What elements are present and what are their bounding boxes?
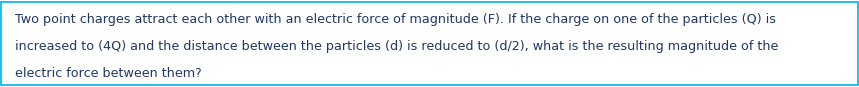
Text: Two point charges attract each other with an electric force of magnitude (F). If: Two point charges attract each other wit… [15, 13, 776, 26]
FancyBboxPatch shape [1, 2, 858, 85]
Text: electric force between them?: electric force between them? [15, 67, 201, 80]
Text: increased to (4Q) and the distance between the particles (d) is reduced to (d/2): increased to (4Q) and the distance betwe… [15, 40, 778, 53]
